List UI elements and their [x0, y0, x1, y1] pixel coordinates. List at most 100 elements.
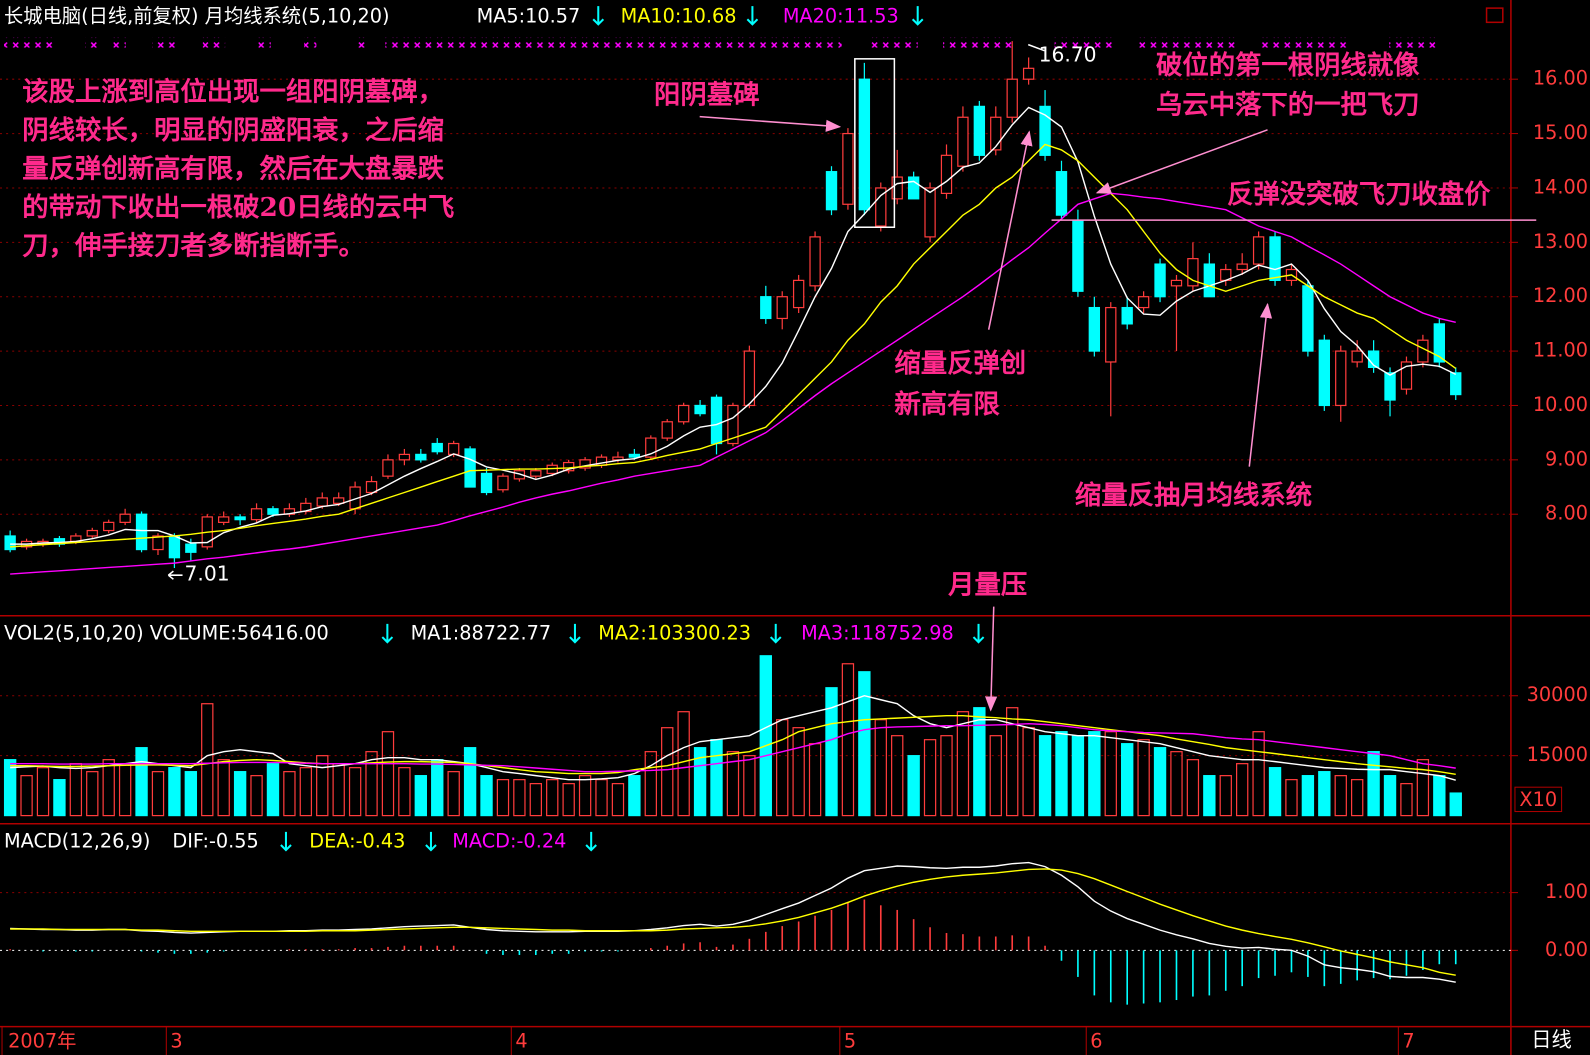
candle-body	[760, 296, 772, 320]
candle-body	[1269, 236, 1281, 282]
y-tick-label: 30000	[1527, 683, 1588, 706]
candle-body	[809, 236, 821, 287]
volume-bar	[414, 775, 428, 817]
header-arrows	[280, 6, 985, 852]
candle-body	[152, 535, 164, 551]
candle-body	[1022, 67, 1035, 80]
volume-bar	[562, 783, 575, 817]
candle-body	[250, 508, 263, 521]
candle-body	[825, 171, 838, 211]
candle-body	[1400, 361, 1413, 390]
volume-bar	[1055, 731, 1068, 817]
x-tick-label: 7	[1402, 1029, 1414, 1052]
volume-bar	[86, 771, 99, 817]
candle-body	[1450, 372, 1462, 396]
candle-body	[365, 480, 378, 494]
x-tick-label: 2007年	[8, 1029, 76, 1052]
volume-bar	[266, 763, 280, 817]
candle-body	[1121, 306, 1133, 325]
volume-bar	[940, 735, 953, 817]
legend-entry: MA3:118752.98	[801, 622, 954, 645]
volume-title: VOL2(5,10,20) VOLUME:56416.00	[4, 622, 329, 645]
volume-bar	[250, 775, 263, 817]
volume-bar	[792, 727, 805, 817]
volume-bar	[611, 783, 625, 817]
candle-body	[1055, 171, 1068, 216]
volume-bar	[628, 775, 641, 817]
candle-body	[234, 516, 246, 521]
volume-bar	[1449, 792, 1462, 817]
candle-body	[415, 453, 427, 461]
legend-entry: MA20:11.53	[783, 5, 899, 28]
volume-bar	[463, 747, 477, 817]
plot-layer: 8.00 9.00 10.00 11.00 12.00 13.00 14.00 15.00 16…	[0, 41, 1588, 1055]
high-label: 16.70	[1039, 42, 1097, 66]
candle-body	[579, 459, 591, 469]
legend-entry: DEA:-0.43	[309, 829, 405, 852]
candle-body	[858, 78, 871, 211]
volume-bar	[496, 779, 510, 817]
candle-body	[957, 116, 969, 167]
volume-bar	[1416, 759, 1430, 817]
x-tick-label: 3	[170, 1029, 182, 1052]
y-tick-label: 13.00	[1533, 230, 1588, 253]
volume-bar	[299, 767, 313, 817]
chart-title: 长城电脑(日线,前复权) 月均线系统(5,10,20)	[4, 5, 390, 28]
annotation: 量反弹创新高有限，然后在大盘暴跌	[22, 153, 444, 184]
y-tick-label: 1.00	[1545, 880, 1588, 903]
candle-body	[1417, 339, 1429, 363]
volume-bar	[1367, 751, 1380, 817]
volume-bar	[1301, 775, 1315, 817]
volume-bar	[365, 751, 378, 817]
candle-body	[316, 497, 328, 507]
candle-body	[562, 461, 575, 472]
volume-bar	[989, 735, 1002, 817]
ma-line	[10, 714, 1456, 776]
y-tick-label: 15.00	[1533, 121, 1588, 144]
volume-bar	[644, 751, 657, 817]
y-tick-label: 14.00	[1533, 175, 1588, 198]
candle-body	[530, 470, 542, 477]
signal-row	[4, 37, 1440, 48]
volume-bar	[1104, 731, 1117, 817]
candle-body	[119, 513, 131, 523]
macd-title: MACD(12,26,9)	[4, 829, 150, 852]
candle-body	[842, 132, 854, 205]
candle-body	[990, 116, 1002, 151]
annotation: 月量压	[947, 569, 1027, 600]
volume-bar	[1383, 775, 1397, 817]
candle-body	[645, 437, 657, 458]
volume-bar	[184, 771, 198, 817]
annotation: 该股上涨到高位出现一组阳阴墓碑，	[22, 76, 444, 107]
volume-bar	[1121, 743, 1134, 817]
volume-bar	[891, 735, 904, 817]
annotation: 的带动下收出一根破20日线的云中飞	[22, 192, 454, 223]
candle-body	[185, 543, 197, 553]
volume-bar	[398, 767, 411, 817]
candle-body	[1302, 285, 1314, 352]
candle-body	[1072, 219, 1084, 292]
y-tick-label: 10.00	[1533, 393, 1588, 416]
candle-body	[924, 187, 936, 238]
candle-body	[1170, 279, 1183, 287]
volume-bar	[1252, 731, 1265, 817]
y-tick-label: 8.00	[1545, 502, 1588, 525]
candle-body	[218, 516, 230, 523]
ma-line	[10, 722, 1456, 773]
annotation: 缩量反抽月均线系统	[1075, 480, 1312, 511]
volume-bar	[595, 779, 608, 817]
volume-bar	[348, 767, 362, 817]
annotation: 破位的第一根阴线就像	[1156, 50, 1420, 81]
legend-entry: MA1:88722.77	[411, 622, 551, 645]
unit-box	[1514, 786, 1563, 813]
candle-body	[382, 459, 394, 477]
volume-bar	[1186, 759, 1200, 817]
candle-body	[940, 154, 953, 194]
candle-body	[661, 421, 673, 439]
ma-line	[10, 192, 1456, 575]
volume-bar	[3, 759, 17, 817]
candle-body	[973, 105, 986, 156]
